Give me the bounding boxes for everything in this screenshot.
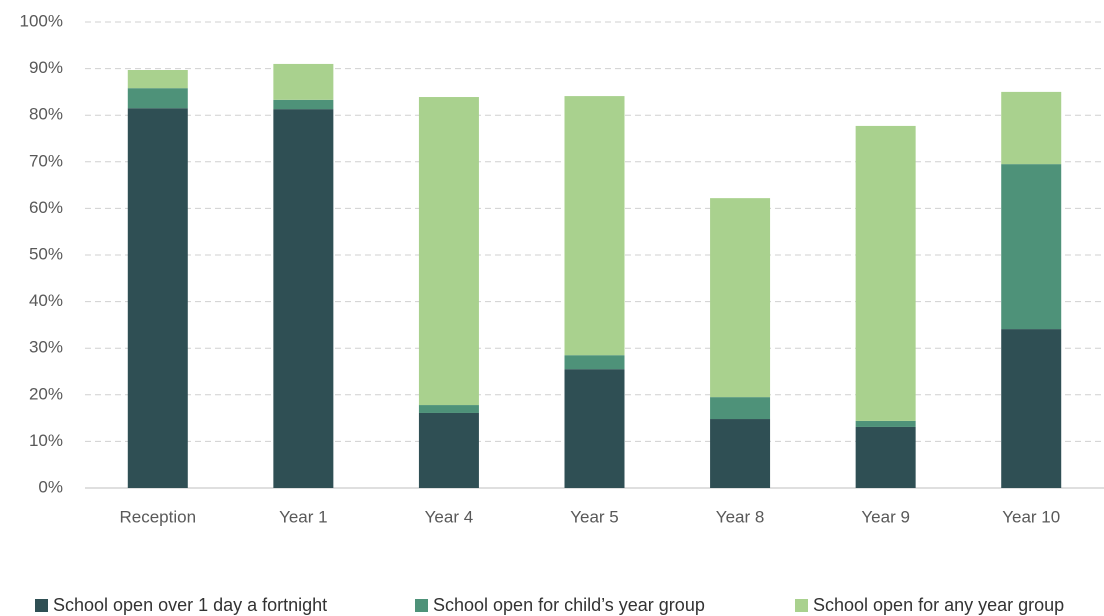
- bar-segment: [710, 397, 771, 420]
- bar-segment: [564, 96, 625, 356]
- bar-segment: [564, 355, 625, 370]
- y-tick-label: 80%: [29, 105, 63, 124]
- bar-segment: [127, 108, 188, 489]
- x-tick-label: Year 1: [279, 507, 328, 526]
- legend-swatch: [795, 599, 808, 612]
- bar-segment: [710, 198, 771, 398]
- x-tick-label: Reception: [120, 507, 197, 526]
- bar-segment: [418, 97, 479, 406]
- y-tick-label: 50%: [29, 244, 63, 263]
- bar-segment: [418, 405, 479, 413]
- bar-segment: [710, 419, 771, 488]
- y-tick-label: 70%: [29, 151, 63, 170]
- legend-swatch: [415, 599, 428, 612]
- legend: School open over 1 day a fortnight School…: [35, 595, 1064, 615]
- legend-label: School open for any year group: [813, 595, 1064, 615]
- bar-segment: [855, 125, 916, 421]
- bar-segment: [1001, 164, 1062, 330]
- x-tick-label: Year 4: [425, 507, 474, 526]
- x-tick-label: Year 5: [570, 507, 619, 526]
- y-tick-label: 0%: [38, 477, 63, 496]
- y-tick-label: 10%: [29, 431, 63, 450]
- x-tick-label: Year 8: [716, 507, 765, 526]
- y-tick-label: 40%: [29, 291, 63, 310]
- bar-segment: [418, 412, 479, 488]
- legend-label: School open for child’s year group: [433, 595, 705, 615]
- bar-segment: [127, 69, 188, 89]
- bar-segment: [273, 63, 334, 100]
- y-tick-label: 60%: [29, 198, 63, 217]
- bar-segment: [127, 88, 188, 109]
- x-tick-label: Year 10: [1002, 507, 1060, 526]
- y-tick-label: 90%: [29, 58, 63, 77]
- bar-segment: [564, 369, 625, 488]
- bar-segment: [1001, 329, 1062, 488]
- bar-segment: [855, 420, 916, 427]
- legend-swatch: [35, 599, 48, 612]
- bar-segment: [1001, 91, 1062, 165]
- y-tick-label: 30%: [29, 338, 63, 357]
- bar-segment: [273, 99, 334, 110]
- bar-segment: [855, 426, 916, 488]
- legend-label: School open over 1 day a fortnight: [53, 595, 327, 615]
- y-tick-label: 100%: [20, 11, 63, 30]
- bar-segment: [273, 109, 334, 488]
- x-tick-label: Year 9: [861, 507, 910, 526]
- y-tick-label: 20%: [29, 384, 63, 403]
